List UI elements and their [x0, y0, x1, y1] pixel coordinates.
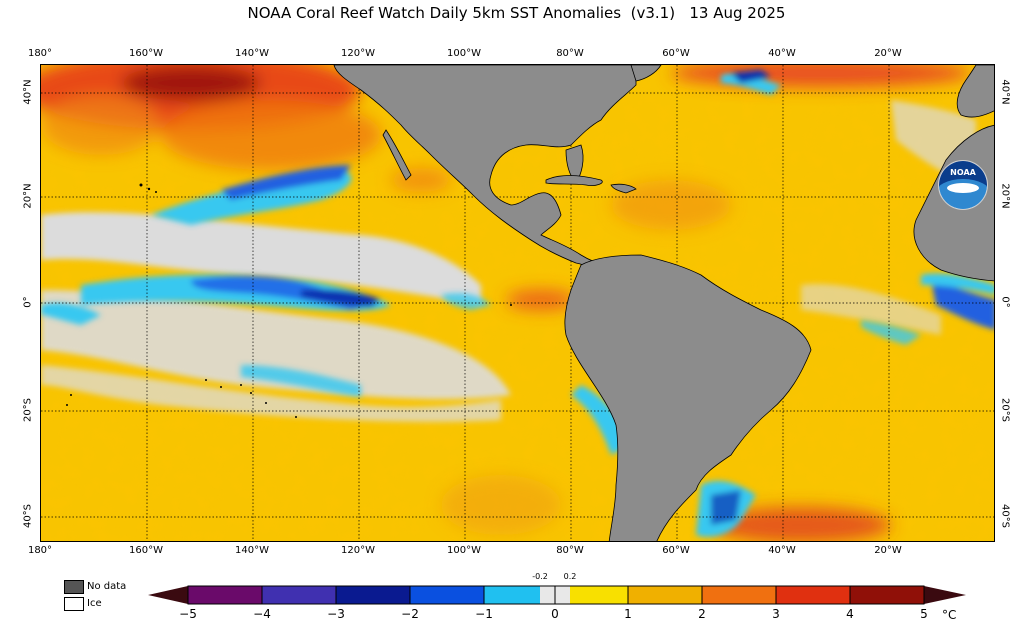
lon-label-bottom-160w: 160°W	[129, 545, 163, 556]
lon-label-top-120w: 120°W	[341, 48, 375, 59]
colorbar-tick-minus1: −1	[475, 607, 493, 621]
islands	[66, 183, 512, 418]
land-south-america	[564, 254, 812, 541]
legend-no-data-label: No data	[87, 581, 127, 592]
colorbar-tick-minus3: −3	[327, 607, 345, 621]
lat-label-left-40n: 40°N	[22, 79, 34, 105]
land-iberia	[956, 65, 994, 118]
colorbar-min-arrow	[148, 586, 188, 604]
sst-anomaly-map[interactable]: NOAA	[40, 64, 995, 542]
colorbar-tick-minus5: −5	[179, 607, 197, 621]
land-cuba	[545, 175, 603, 186]
lon-label-bottom-40w: 40°W	[768, 545, 796, 556]
lat-label-right-20n: 20°N	[999, 183, 1011, 209]
lat-label-right-0: 0°	[999, 296, 1011, 308]
land-hispaniola	[610, 183, 637, 194]
noaa-logo: NOAA	[938, 160, 988, 210]
title-date: 13 Aug 2025	[689, 4, 786, 22]
title-main: NOAA Coral Reef Watch Daily 5km SST Anom…	[247, 4, 622, 22]
lat-label-right-40n: 40°N	[999, 79, 1011, 105]
colorbar-tick-minus0-2: -0.2	[532, 572, 548, 581]
legend-ice-label: Ice	[87, 598, 102, 609]
lon-label-top-20w: 20°W	[874, 48, 902, 59]
lon-label-top-180: 180°	[27, 48, 53, 59]
lat-label-right-40s: 40°S	[999, 503, 1011, 529]
colorbar-tick-1: 1	[624, 607, 632, 621]
colorbar	[148, 585, 966, 605]
lon-label-top-140w: 140°W	[235, 48, 269, 59]
title-version: (v3.1)	[630, 4, 676, 22]
lon-label-bottom-140w: 140°W	[235, 545, 269, 556]
lat-label-left-0: 0°	[22, 296, 34, 308]
colorbar-tick-minus4: −4	[253, 607, 271, 621]
colorbar-tick-2: 2	[698, 607, 706, 621]
colorbar-tick-3: 3	[772, 607, 780, 621]
colorbar-tick-0-2: 0.2	[563, 572, 577, 581]
legend-no-data-swatch	[64, 580, 84, 594]
land-baja	[382, 129, 412, 181]
land-north-america	[333, 65, 637, 276]
noaa-logo-text: NOAA	[950, 168, 976, 177]
lon-label-top-160w: 160°W	[129, 48, 163, 59]
lon-label-bottom-100w: 100°W	[447, 545, 481, 556]
lon-label-bottom-60w: 60°W	[662, 545, 690, 556]
lat-label-left-20n: 20°N	[22, 183, 34, 209]
lon-label-bottom-120w: 120°W	[341, 545, 375, 556]
cold-anomalies	[41, 70, 994, 537]
legend-ice-swatch	[64, 597, 84, 611]
lon-label-top-60w: 60°W	[662, 48, 690, 59]
lon-label-top-40w: 40°W	[768, 48, 796, 59]
colorbar-max-arrow	[924, 586, 966, 604]
colorbar-tick-5: 5	[920, 607, 928, 621]
land-newfoundland	[630, 65, 662, 82]
map-title: NOAA Coral Reef Watch Daily 5km SST Anom…	[0, 4, 1033, 22]
map-canvas	[41, 65, 994, 541]
lat-label-left-40s: 40°S	[22, 503, 34, 529]
lon-label-bottom-180: 180°	[27, 545, 53, 556]
colorbar-tick-minus2: −2	[401, 607, 419, 621]
lat-label-right-20s: 20°S	[999, 397, 1011, 423]
lon-label-top-100w: 100°W	[447, 48, 481, 59]
colorbar-unit: °C	[942, 608, 957, 622]
colorbar-tick-4: 4	[846, 607, 854, 621]
colorbar-tick-0: 0	[551, 607, 559, 621]
lon-label-bottom-80w: 80°W	[556, 545, 584, 556]
lon-label-bottom-20w: 20°W	[874, 545, 902, 556]
lat-label-left-20s: 20°S	[22, 397, 34, 423]
lon-label-top-80w: 80°W	[556, 48, 584, 59]
noaa-logo-bird	[947, 183, 979, 193]
